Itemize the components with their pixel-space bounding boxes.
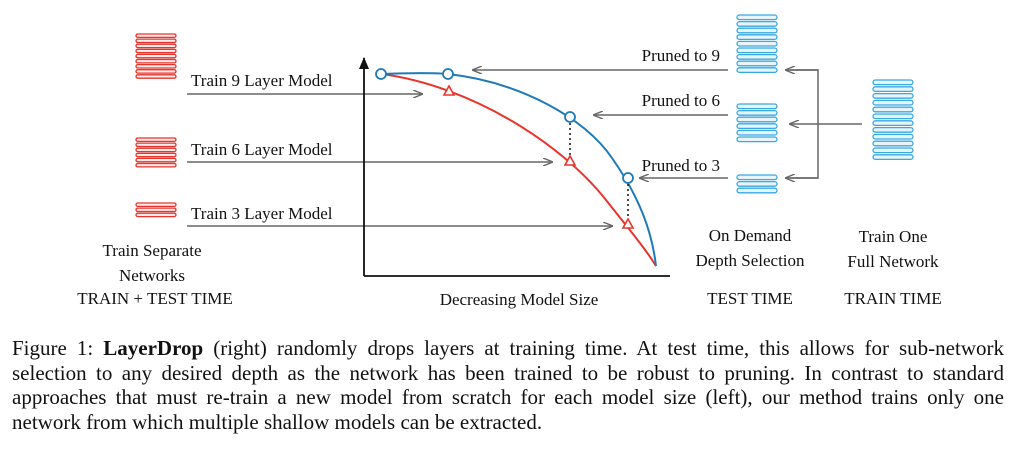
layer-pill <box>736 103 778 110</box>
figure-diagram: Train 9 Layer Model Train 6 Layer Model … <box>77 14 942 309</box>
layer-pill <box>135 152 177 158</box>
layer-pill <box>736 187 778 194</box>
layer-pill <box>736 174 778 181</box>
caption-text: (right) randomly drops layers at trainin… <box>12 336 1004 434</box>
full-network-label: Full Network <box>847 252 939 271</box>
blue-curve <box>381 72 657 267</box>
layer-pill <box>135 157 177 163</box>
layer-pill <box>736 14 778 21</box>
layer-pill <box>736 47 778 54</box>
layer-pill <box>135 147 177 153</box>
layer-pill <box>736 20 778 27</box>
train-9-layer-label: Train 9 Layer Model <box>191 71 333 90</box>
pruned-to-3-label: Pruned to 3 <box>642 156 720 175</box>
red-curve <box>381 73 657 267</box>
layer-pill <box>135 48 177 54</box>
layer-pill <box>135 43 177 49</box>
red-point-6 <box>563 154 577 166</box>
layer-pill <box>135 74 177 79</box>
figure-caption: Figure 1: LayerDrop (right) randomly dro… <box>12 336 1004 434</box>
red-point-3 <box>621 217 635 229</box>
layer-pill <box>872 147 914 154</box>
layer-pill <box>736 109 778 116</box>
layer-pill <box>135 58 177 64</box>
networks-label: Networks <box>119 266 185 285</box>
layer-pill <box>872 86 914 93</box>
blue-point-9 <box>442 68 454 80</box>
layer-pill <box>872 113 914 120</box>
x-axis-label: Decreasing Model Size <box>440 290 599 309</box>
blue-point-6 <box>564 111 576 123</box>
blue-point-start <box>375 68 387 80</box>
layer-pill <box>872 154 914 161</box>
layer-pill <box>736 136 778 143</box>
layer-pill <box>135 69 177 74</box>
depth-selection-label: Depth Selection <box>695 251 805 270</box>
blue-point-3 <box>622 172 634 184</box>
layer-pill <box>135 53 177 59</box>
caption-prefix: Figure 1: <box>12 336 104 360</box>
layer-pill <box>872 120 914 127</box>
layer-pill <box>135 33 177 39</box>
pruned-to-9-label: Pruned to 9 <box>642 46 720 65</box>
layer-pill <box>135 207 177 213</box>
train-6-layer-label: Train 6 Layer Model <box>191 140 333 159</box>
layer-pill <box>736 180 778 187</box>
layer-pill <box>872 133 914 140</box>
layer-pill <box>135 63 177 69</box>
train-time-label: TRAIN TIME <box>844 289 941 308</box>
layer-pill <box>135 38 177 44</box>
on-demand-label: On Demand <box>709 226 792 245</box>
pruned-6-layer-stack <box>736 103 778 143</box>
layer-pill <box>135 162 177 168</box>
layer-pill <box>736 27 778 34</box>
layer-pill <box>736 129 778 136</box>
layer-pill <box>736 53 778 60</box>
layer-pill <box>872 92 914 99</box>
layer-pill <box>872 99 914 106</box>
layer-pill <box>736 60 778 67</box>
layer-pill <box>872 126 914 133</box>
layer-pill <box>736 40 778 47</box>
pruned-to-6-label: Pruned to 6 <box>642 91 720 110</box>
red-point-9 <box>442 84 456 96</box>
layer-pill <box>736 116 778 123</box>
pruned-9-layer-stack <box>736 14 778 74</box>
train-3-layer-label: Train 3 Layer Model <box>191 204 333 223</box>
test-time-label: TEST TIME <box>707 289 793 308</box>
train-test-time-label: TRAIN + TEST TIME <box>77 289 233 308</box>
separate-6-layer-stack <box>135 137 177 168</box>
layer-pill <box>872 140 914 147</box>
pruned-3-layer-stack <box>736 174 778 194</box>
train-separate-label: Train Separate <box>103 241 202 260</box>
separate-9-layer-stack <box>135 33 177 79</box>
layer-pill <box>135 142 177 148</box>
layer-pill <box>736 67 778 74</box>
layer-pill <box>872 79 914 86</box>
layer-pill <box>135 212 177 218</box>
layer-pill <box>872 106 914 113</box>
train-one-label: Train One <box>859 227 928 246</box>
layer-pill <box>736 123 778 130</box>
layer-pill <box>135 137 177 143</box>
layer-pill <box>736 34 778 41</box>
layer-pill <box>135 202 177 208</box>
full-network-stack <box>872 79 914 161</box>
separate-3-layer-stack <box>135 202 177 218</box>
caption-layerdrop: LayerDrop <box>103 336 204 360</box>
